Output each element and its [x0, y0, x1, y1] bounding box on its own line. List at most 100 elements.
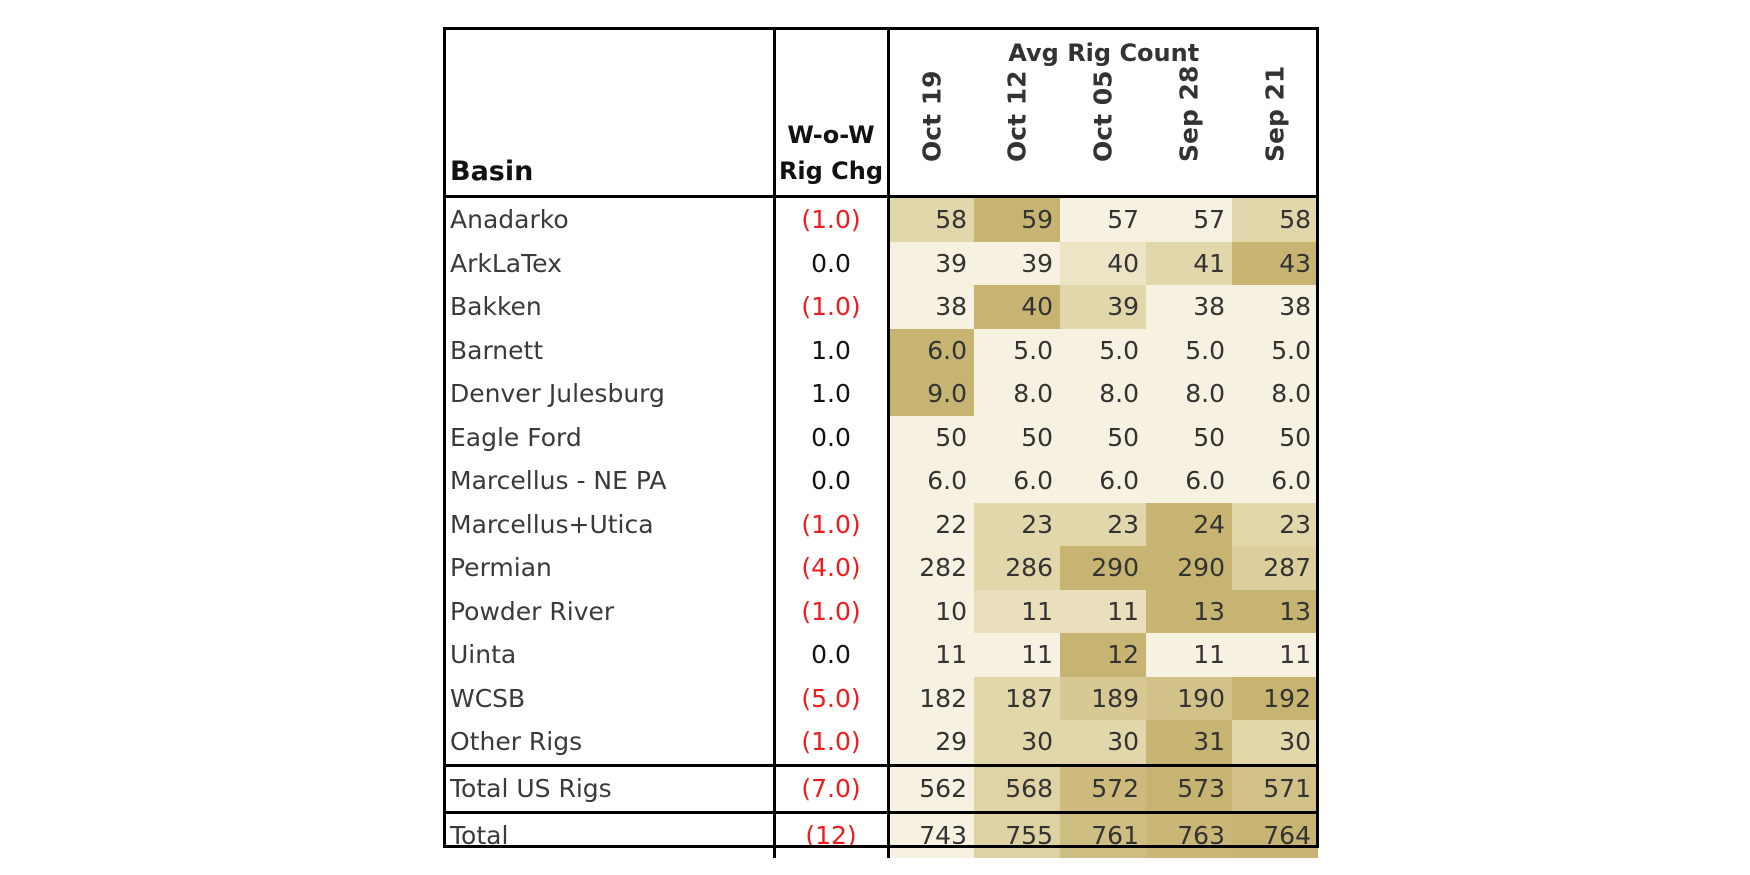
- rig-count-cell: 6.0: [888, 328, 974, 372]
- table-row: Uinta 0.0 11 11 12 11 11: [443, 633, 1318, 677]
- rig-count-cell: 6.0: [1060, 459, 1146, 503]
- rig-count-cell: 30: [1232, 720, 1318, 765]
- rig-count-cell: 5.0: [974, 328, 1060, 372]
- wow-header-line1: W-o-W: [787, 121, 875, 149]
- rig-count-cell: 6.0: [888, 459, 974, 503]
- rig-count-cell: 11: [1146, 633, 1232, 677]
- rig-change-value: (12): [774, 810, 890, 858]
- basin-header: Basin: [443, 27, 776, 198]
- basin-name: Other Rigs: [443, 720, 776, 765]
- rig-count-cell: 11: [974, 633, 1060, 677]
- basin-name: Denver Julesburg: [443, 372, 776, 416]
- rig-count-cell: 11: [1232, 633, 1318, 677]
- rig-count-cell: 282: [888, 546, 974, 590]
- table-row: Total (12) 743 755 761 763 764: [443, 810, 1318, 858]
- rig-count-cell: 39: [888, 241, 974, 285]
- rig-count-cell: 11: [974, 589, 1060, 633]
- table-row: Total US Rigs (7.0) 562 568 572 573 571: [443, 763, 1318, 812]
- rig-count-cell: 6.0: [1146, 459, 1232, 503]
- date-column-header: Sep 21: [1232, 66, 1318, 198]
- rig-change-value: (5.0): [774, 676, 890, 720]
- rig-change-value: 0.0: [774, 415, 890, 459]
- rig-change-value: 1.0: [774, 328, 890, 372]
- rig-change-value: 0.0: [774, 241, 890, 285]
- rig-count-cell: 8.0: [1146, 372, 1232, 416]
- rig-count-table: Basin W-o-W Rig Chg Avg Rig Count Oct 19…: [443, 27, 1318, 858]
- basin-name: WCSB: [443, 676, 776, 720]
- rig-change-value: (1.0): [774, 589, 890, 633]
- rig-change-value: (4.0): [774, 546, 890, 590]
- basin-name: Marcellus+Utica: [443, 502, 776, 546]
- wow-rig-change-header: W-o-W Rig Chg: [774, 27, 890, 198]
- rig-count-cell: 11: [1060, 589, 1146, 633]
- rig-count-cell: 30: [1060, 720, 1146, 765]
- rig-count-cell: 761: [1060, 810, 1146, 858]
- date-column-header: Oct 19: [888, 70, 974, 198]
- rig-count-cell: 23: [1232, 502, 1318, 546]
- rig-count-cell: 5.0: [1060, 328, 1146, 372]
- rig-count-cell: 190: [1146, 676, 1232, 720]
- date-label: Oct 19: [917, 70, 947, 162]
- rig-count-cell: 30: [974, 720, 1060, 765]
- table-row: WCSB (5.0) 182 187 189 190 192: [443, 676, 1318, 720]
- rig-count-cell: 13: [1232, 589, 1318, 633]
- basin-name: Powder River: [443, 589, 776, 633]
- rig-count-cell: 12: [1060, 633, 1146, 677]
- rig-count-cell: 38: [888, 285, 974, 329]
- rig-change-value: 0.0: [774, 459, 890, 503]
- rig-count-cell: 8.0: [1060, 372, 1146, 416]
- date-label: Sep 21: [1260, 65, 1290, 162]
- rig-count-cell: 50: [888, 415, 974, 459]
- basin-name: Barnett: [443, 328, 776, 372]
- table-row: Other Rigs (1.0) 29 30 30 31 30: [443, 720, 1318, 765]
- date-label: Oct 05: [1088, 70, 1118, 162]
- rig-count-cell: 9.0: [888, 372, 974, 416]
- date-label: Oct 12: [1002, 70, 1032, 162]
- table-row: Permian (4.0) 282 286 290 290 287: [443, 546, 1318, 590]
- rig-count-cell: 50: [1060, 415, 1146, 459]
- rig-count-cell: 41: [1146, 241, 1232, 285]
- rig-count-cell: 57: [1146, 196, 1232, 242]
- table-row: Bakken (1.0) 38 40 39 38 38: [443, 285, 1318, 329]
- basin-name: Permian: [443, 546, 776, 590]
- rig-count-cell: 10: [888, 589, 974, 633]
- rig-count-cell: 189: [1060, 676, 1146, 720]
- rig-count-cell: 5.0: [1232, 328, 1318, 372]
- rig-count-cell: 38: [1232, 285, 1318, 329]
- rig-count-cell: 763: [1146, 810, 1232, 858]
- rig-count-cell: 23: [1060, 502, 1146, 546]
- avg-rig-count-header: Avg Rig Count: [1008, 39, 1200, 67]
- rig-count-cell: 562: [888, 763, 974, 812]
- rig-count-cell: 572: [1060, 763, 1146, 812]
- rig-count-cell: 187: [974, 676, 1060, 720]
- rig-count-cell: 59: [974, 196, 1060, 242]
- rig-count-cell: 38: [1146, 285, 1232, 329]
- rig-count-cell: 571: [1232, 763, 1318, 812]
- rig-count-cell: 8.0: [1232, 372, 1318, 416]
- rig-count-cell: 182: [888, 676, 974, 720]
- rig-count-cell: 5.0: [1146, 328, 1232, 372]
- rig-count-cell: 39: [1060, 285, 1146, 329]
- rig-count-cell: 11: [888, 633, 974, 677]
- rig-count-cell: 43: [1232, 241, 1318, 285]
- rig-count-cell: 764: [1232, 810, 1318, 858]
- date-label: Sep 28: [1174, 65, 1204, 162]
- rig-count-cell: 39: [974, 241, 1060, 285]
- rig-count-cell: 23: [974, 502, 1060, 546]
- rig-count-cell: 58: [888, 196, 974, 242]
- table-row: Eagle Ford 0.0 50 50 50 50 50: [443, 415, 1318, 459]
- table-row: Denver Julesburg 1.0 9.0 8.0 8.0 8.0 8.0: [443, 372, 1318, 416]
- table-row: Powder River (1.0) 10 11 11 13 13: [443, 589, 1318, 633]
- rig-count-cell: 13: [1146, 589, 1232, 633]
- date-column-header: Sep 28: [1146, 66, 1232, 198]
- rig-change-value: (1.0): [774, 196, 890, 242]
- date-column-header: Oct 12: [974, 70, 1060, 198]
- wow-header-line2: Rig Chg: [778, 157, 884, 185]
- rig-count-cell: 287: [1232, 546, 1318, 590]
- date-column-header: Oct 05: [1060, 70, 1146, 198]
- basin-name: Uinta: [443, 633, 776, 677]
- rig-count-cell: 8.0: [974, 372, 1060, 416]
- table-row: Marcellus+Utica (1.0) 22 23 23 24 23: [443, 502, 1318, 546]
- rig-count-cell: 743: [888, 810, 974, 858]
- rig-change-value: (7.0): [774, 763, 890, 812]
